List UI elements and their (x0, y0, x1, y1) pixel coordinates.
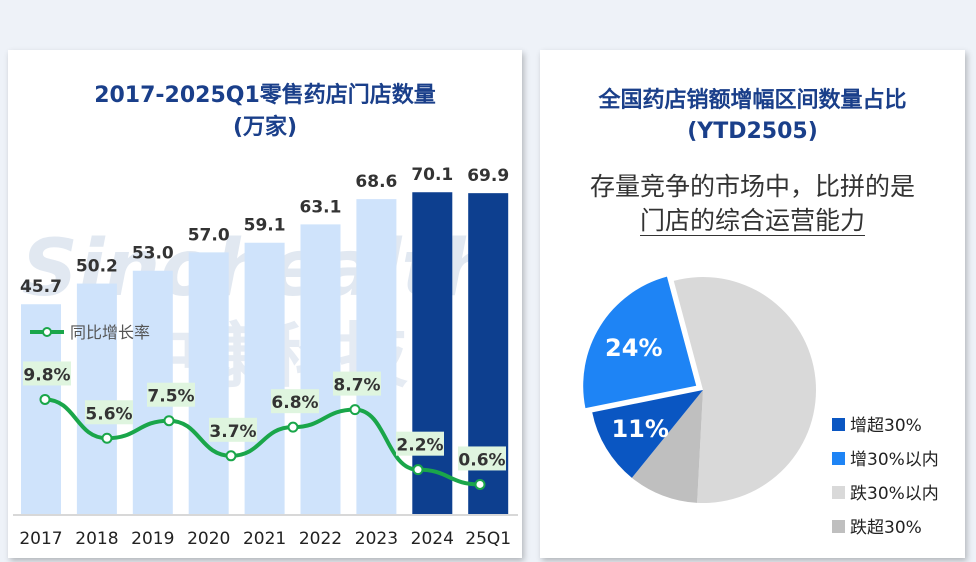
bar-label: 57.0 (188, 225, 230, 245)
pie-slice-label: 24% (605, 334, 662, 362)
growth-label-bg (85, 400, 133, 425)
growth-point (39, 393, 51, 405)
bar-2020 (188, 252, 229, 514)
store-count-chart-card: 2017-2025Q1零售药店门店数量 (万家) Sinohealth中康科技4… (8, 50, 522, 558)
growth-label: 0.6% (458, 450, 505, 470)
bar-2018 (76, 283, 117, 514)
growth-label-bg (396, 431, 444, 456)
growth-label-bg (458, 446, 506, 471)
growth-label-bg (333, 371, 381, 396)
bar-label: 70.1 (411, 165, 453, 185)
growth-point (287, 421, 299, 433)
chart-subtitle: (YTD2505) (687, 119, 818, 144)
growth-point (474, 478, 486, 490)
growth-label-bg (209, 417, 257, 442)
bar-2024 (412, 192, 453, 514)
growth-label: 2.2% (396, 436, 443, 456)
x-tick-label: 25Q1 (465, 529, 511, 549)
x-tick-label: 2019 (131, 529, 174, 549)
growth-label-bg (271, 389, 319, 414)
chart-subtitle: (万家) (232, 115, 298, 140)
bar-line-chart: Sinohealth中康科技45.7201750.2201853.0201957… (13, 165, 518, 549)
x-tick-label: 2023 (355, 529, 398, 549)
legend-label: 跌超30% (850, 518, 922, 538)
growth-label: 9.8% (23, 365, 70, 385)
growth-label: 3.7% (209, 422, 256, 442)
chart-title: 全国药店销额增幅区间数量占比 (598, 88, 907, 113)
growth-label-bg (23, 361, 71, 386)
growth-point (101, 432, 113, 444)
x-tick-label: 2021 (243, 529, 286, 549)
legend-label: 跌30%以内 (850, 484, 939, 504)
x-tick-label: 2017 (19, 529, 62, 549)
legend-swatch-icon (832, 452, 845, 465)
bar-label: 63.1 (300, 197, 342, 217)
bar-label: 50.2 (76, 257, 118, 277)
pie-slice-增超30% (592, 390, 703, 478)
legend-marker-icon (42, 327, 52, 337)
legend-label: 增30%以内 (850, 450, 939, 470)
legend-swatch-icon (832, 520, 845, 533)
pie-slice-增30%以内 (583, 276, 697, 409)
growth-label: 6.8% (271, 393, 318, 413)
sales-growth-pie-card: 全国药店销额增幅区间数量占比 (YTD2505) 存量竞争的市场中，比拼的是 门… (540, 50, 965, 558)
legend-swatch-icon (832, 486, 845, 499)
legend-label: 增超30% (850, 416, 922, 436)
bar-2022 (300, 224, 341, 514)
growth-point (225, 450, 237, 462)
bar-2017 (21, 304, 61, 514)
growth-label-bg (147, 382, 195, 407)
growth-label: 7.5% (147, 387, 194, 407)
chart-title: 2017-2025Q1零售药店门店数量 (94, 83, 436, 108)
annotation-line-1: 存量竞争的市场中，比拼的是 (589, 172, 915, 201)
growth-point (163, 415, 175, 427)
pie-slice-label: 11% (611, 415, 668, 443)
annotation-line-2: 门店的综合运营能力 (639, 206, 865, 236)
pie-slice-跌超30% (631, 390, 703, 503)
bar-label: 45.7 (20, 277, 62, 297)
growth-point (349, 404, 361, 416)
pie-slice-跌30%以内 (673, 276, 817, 503)
growth-point (412, 464, 424, 476)
growth-label: 5.6% (85, 404, 132, 424)
bar-2023 (356, 199, 397, 514)
bar-2021 (244, 242, 285, 514)
legend-label: 同比增长率 (70, 323, 150, 342)
bar-label: 59.1 (244, 216, 286, 236)
x-tick-label: 2020 (187, 529, 230, 549)
legend-swatch-icon (832, 418, 845, 431)
x-tick-label: 2018 (75, 529, 118, 549)
bar-label: 69.9 (467, 166, 509, 186)
bar-label: 68.6 (355, 172, 397, 192)
x-tick-label: 2022 (299, 529, 342, 549)
bar-label: 53.0 (132, 244, 174, 264)
growth-label: 8.7% (333, 376, 380, 396)
x-tick-label: 2024 (411, 529, 454, 549)
